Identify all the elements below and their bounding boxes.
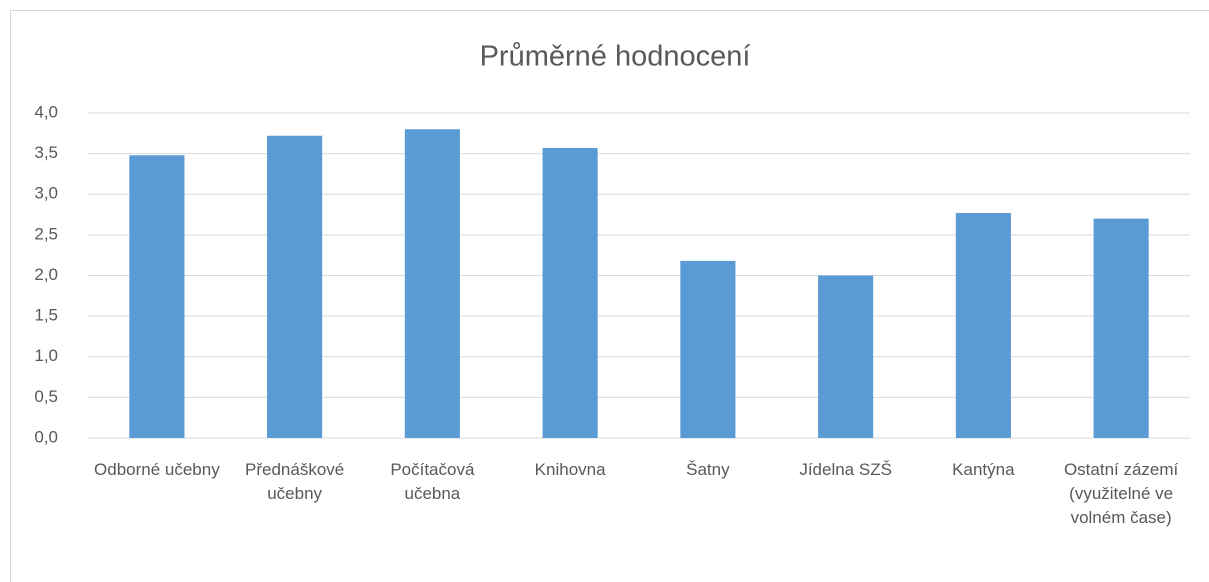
chart-title: Průměrné hodnocení bbox=[480, 41, 751, 73]
y-tick-label: 4,0 bbox=[34, 102, 58, 121]
x-tick-label: Kantýna bbox=[952, 460, 1015, 479]
bar bbox=[267, 135, 323, 438]
chart-border bbox=[10, 10, 1209, 582]
x-tick-label: Ostatní zázemí (využitelné ve volném čas… bbox=[1063, 460, 1179, 527]
y-tick-label: 2,5 bbox=[34, 224, 58, 243]
y-tick-label: 1,0 bbox=[34, 346, 58, 365]
x-tick-label: Počítačová učebna bbox=[390, 460, 475, 503]
y-tick-label: 3,0 bbox=[34, 184, 58, 203]
bar bbox=[129, 155, 185, 438]
x-tick-label: Odborné učebny bbox=[94, 460, 220, 479]
bar bbox=[955, 212, 1011, 438]
y-tick-label: 3,5 bbox=[34, 143, 58, 162]
bar bbox=[1093, 218, 1149, 438]
x-tick-label: Přednáškové učebny bbox=[245, 460, 345, 503]
y-tick-label: 0,0 bbox=[34, 427, 58, 446]
x-tick-label: Jídelna SZŠ bbox=[799, 460, 892, 479]
bar bbox=[404, 129, 460, 438]
y-tick-label: 2,0 bbox=[34, 265, 58, 284]
y-tick-label: 1,5 bbox=[34, 306, 58, 325]
bar bbox=[818, 275, 874, 438]
x-tick-label: Šatny bbox=[686, 460, 730, 479]
y-tick-label: 0,5 bbox=[34, 387, 58, 406]
x-tick-label: Knihovna bbox=[534, 460, 606, 479]
bar bbox=[542, 147, 598, 438]
bar bbox=[680, 260, 736, 438]
